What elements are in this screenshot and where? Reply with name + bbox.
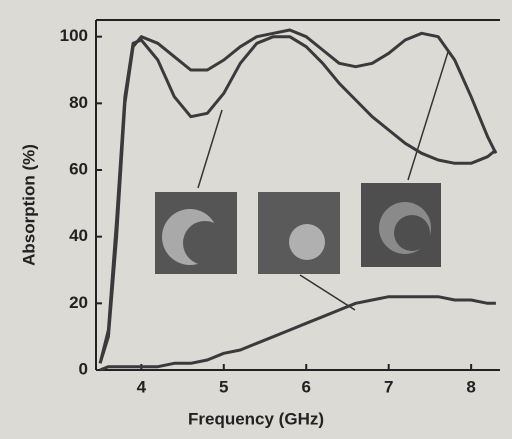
y-tick-label: 60 bbox=[69, 159, 88, 178]
y-axis-label: Absorption (%) bbox=[19, 144, 38, 266]
series-line bbox=[98, 35, 497, 364]
y-tick-label: 20 bbox=[69, 293, 88, 312]
inset-shape bbox=[394, 215, 430, 251]
inset-shape bbox=[183, 221, 227, 265]
arrow bbox=[299, 274, 356, 311]
arrow bbox=[407, 51, 449, 181]
insets bbox=[155, 183, 441, 274]
x-tick-label: 8 bbox=[466, 377, 475, 396]
x-tick-label: 7 bbox=[384, 377, 393, 396]
arrow bbox=[197, 109, 223, 189]
x-axis-label: Frequency (GHz) bbox=[188, 409, 324, 428]
inset-shape bbox=[289, 224, 325, 260]
x-tick-label: 4 bbox=[137, 377, 147, 396]
y-tick-label: 0 bbox=[79, 359, 88, 378]
y-tick-label: 40 bbox=[69, 226, 88, 245]
y-tick-label: 80 bbox=[69, 93, 88, 112]
x-tick-label: 6 bbox=[302, 377, 311, 396]
x-tick-label: 5 bbox=[219, 377, 228, 396]
arrows bbox=[197, 51, 449, 311]
y-tick-label: 100 bbox=[60, 26, 88, 45]
series-line bbox=[99, 295, 496, 372]
